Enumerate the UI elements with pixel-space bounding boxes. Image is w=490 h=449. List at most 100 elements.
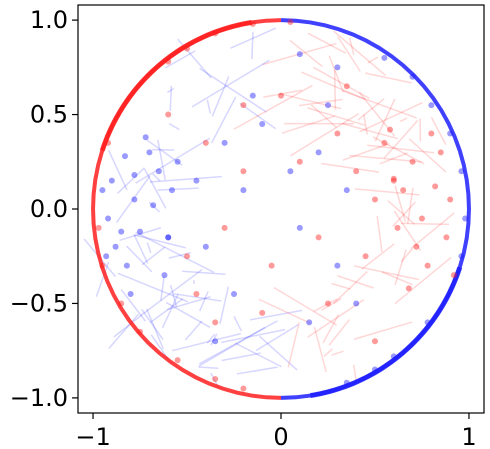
- data-point: [424, 319, 431, 326]
- data-point: [231, 291, 238, 297]
- trajectory-line: [198, 320, 278, 365]
- data-point: [390, 175, 397, 182]
- trajectory-line: [359, 101, 423, 133]
- data-point: [259, 309, 266, 316]
- data-point: [155, 168, 162, 175]
- trajectory-line: [169, 284, 178, 307]
- data-point: [343, 379, 350, 386]
- trajectory-line: [146, 242, 152, 254]
- trajectory-line: [117, 272, 189, 303]
- trajectory-line: [168, 122, 180, 131]
- data-point: [193, 291, 200, 297]
- trajectory-line: [198, 366, 219, 370]
- trajectory-line: [143, 168, 167, 209]
- trajectory-line: [191, 59, 270, 108]
- data-point: [95, 224, 102, 231]
- trajectory-line: [166, 296, 211, 311]
- trajectory-line: [331, 282, 351, 290]
- trajectory-line: [408, 138, 447, 173]
- trajectory-line: [348, 37, 355, 56]
- trajectory-line: [146, 308, 165, 350]
- trajectory-line: [119, 227, 162, 242]
- trajectory-line: [372, 136, 425, 165]
- trajectory-line: [367, 56, 379, 64]
- data-point: [458, 253, 465, 260]
- trajectory-line: [166, 87, 175, 94]
- trajectory-line: [376, 215, 383, 253]
- trajectory-line: [134, 234, 187, 249]
- trajectory-line: [322, 314, 340, 344]
- data-point: [343, 83, 350, 90]
- trajectory-line: [115, 175, 151, 224]
- data-point: [432, 183, 439, 190]
- trajectory-line: [135, 231, 215, 274]
- trajectory-line: [331, 350, 344, 356]
- trajectory-line: [353, 265, 419, 281]
- trajectory-line: [321, 162, 380, 173]
- data-point: [240, 385, 247, 392]
- data-point: [362, 253, 369, 260]
- trajectory-lines: [83, 27, 455, 389]
- trajectory-line: [307, 107, 366, 126]
- data-point: [221, 224, 228, 231]
- trajectory-line: [365, 72, 412, 84]
- x-tick-label: 1: [461, 423, 476, 449]
- data-point: [240, 187, 247, 194]
- trajectory-line: [198, 326, 266, 367]
- trajectory-line: [379, 152, 408, 165]
- trajectory-line: [171, 332, 242, 352]
- plot-area: [83, 18, 471, 400]
- y-tick-label: 0.0: [30, 195, 68, 223]
- data-point: [168, 187, 175, 194]
- trajectory-line: [141, 308, 164, 340]
- trajectory-line: [206, 99, 212, 114]
- trajectory-line: [140, 268, 203, 317]
- trajectory-line: [221, 328, 286, 344]
- trajectory-line: [148, 201, 161, 213]
- trajectory-line: [333, 30, 387, 77]
- data-point: [353, 300, 360, 307]
- data-point: [105, 139, 112, 146]
- trajectory-line: [392, 201, 416, 227]
- trajectory-line: [164, 50, 196, 69]
- data-point: [249, 92, 256, 99]
- data-point: [150, 202, 157, 209]
- trajectory-line: [387, 200, 416, 225]
- data-point: [409, 73, 416, 80]
- data-point: [424, 262, 431, 269]
- data-point: [121, 153, 128, 160]
- data-point: [390, 353, 397, 360]
- trajectory-line: [221, 352, 261, 362]
- trajectory-line: [310, 104, 337, 128]
- trajectory-line: [328, 55, 344, 93]
- trajectory-line: [337, 275, 374, 289]
- data-point: [99, 262, 106, 269]
- data-point: [193, 177, 200, 184]
- trajectory-line: [199, 67, 267, 113]
- trajectory-line: [141, 246, 166, 266]
- data-point: [287, 168, 294, 175]
- trajectory-line: [374, 98, 396, 142]
- trajectory-line: [393, 210, 422, 251]
- trajectory-line: [149, 297, 184, 323]
- data-point: [437, 149, 444, 156]
- data-point: [212, 338, 219, 345]
- data-point: [268, 262, 275, 269]
- data-point: [387, 126, 394, 133]
- data-point: [112, 243, 119, 250]
- trajectory-line: [349, 154, 422, 163]
- data-point: [212, 376, 219, 382]
- trajectory-line: [165, 301, 211, 328]
- trajectory-line: [357, 98, 385, 121]
- trajectory-line: [210, 96, 237, 144]
- data-point: [259, 121, 266, 127]
- y-tick-label: 1.0: [30, 6, 68, 34]
- trajectory-line: [281, 115, 335, 134]
- data-point: [99, 187, 106, 194]
- trajectory-line: [255, 323, 299, 352]
- data-point: [174, 158, 181, 165]
- trajectory-line: [168, 251, 192, 259]
- trajectory-line: [307, 32, 347, 54]
- data-point: [118, 228, 125, 235]
- trajectory-line: [313, 66, 370, 100]
